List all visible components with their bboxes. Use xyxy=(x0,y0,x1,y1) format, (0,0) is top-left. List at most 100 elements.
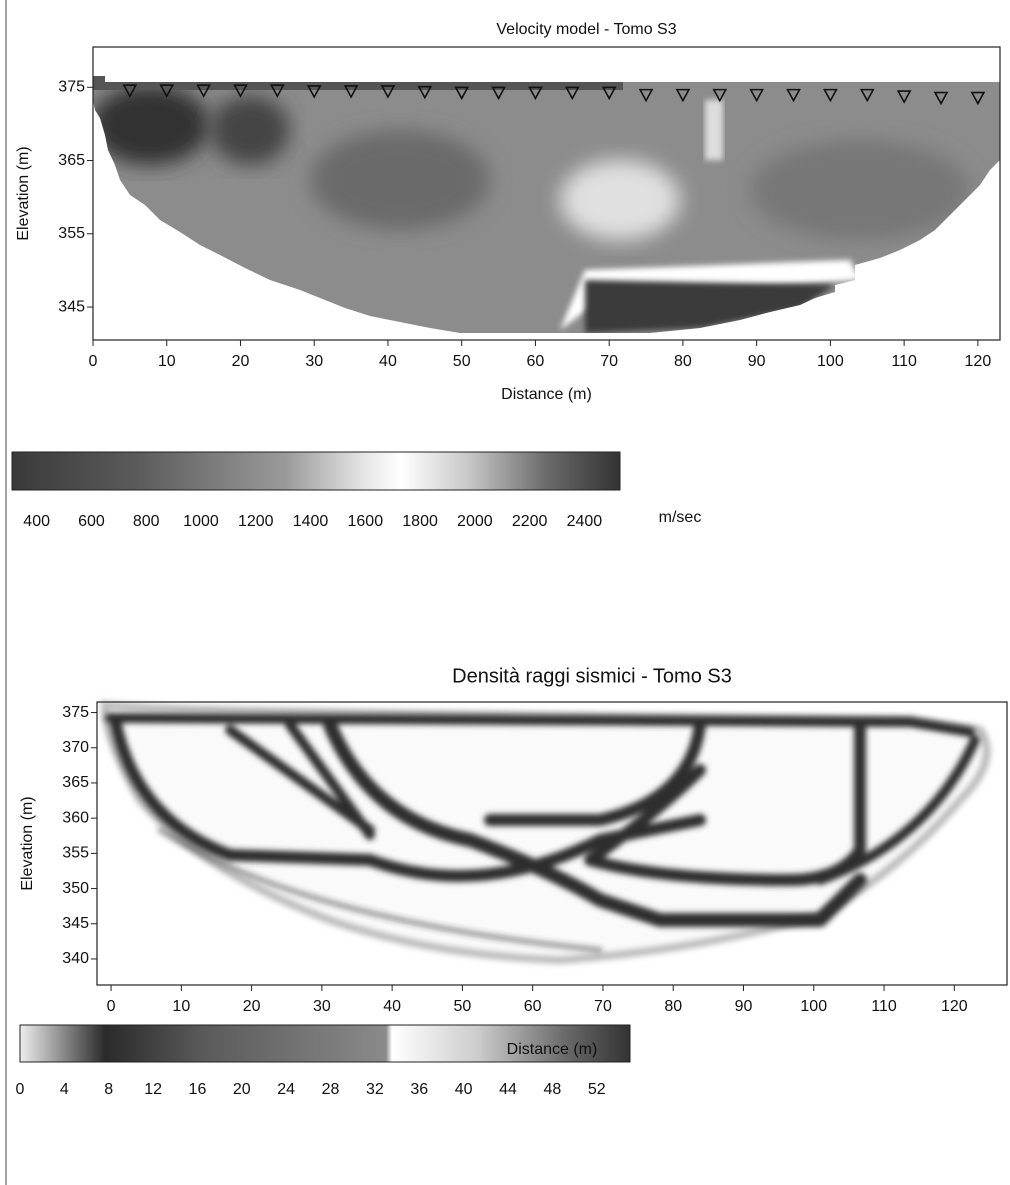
sensor xyxy=(491,86,506,101)
x-tick-label: 60 xyxy=(527,353,545,370)
x-tick-label: 90 xyxy=(735,998,753,1015)
sensor xyxy=(417,85,433,100)
colorbar-tick-label: 1200 xyxy=(238,513,274,530)
colorbar-tick-label: 24 xyxy=(277,1081,295,1098)
colorbar-tick-label: 44 xyxy=(499,1081,517,1098)
sensor xyxy=(159,84,175,98)
x-tick-label: 80 xyxy=(664,998,682,1015)
colorbar-tick-label: 1000 xyxy=(183,513,219,530)
x-tick-label: 50 xyxy=(454,998,472,1015)
y-tick-label: 350 xyxy=(62,880,89,897)
ray-density-field xyxy=(100,700,991,965)
y-tick-label: 345 xyxy=(58,298,85,315)
colorbar-tick-label: 0 xyxy=(16,1081,25,1098)
colorbar-tick-label: 52 xyxy=(588,1081,606,1098)
y-tick-label: 365 xyxy=(62,774,89,791)
sensor xyxy=(380,85,396,99)
velocity-field xyxy=(93,76,1000,333)
x-tick-label: 30 xyxy=(305,353,323,370)
colorbar-tick-label: 8 xyxy=(104,1081,113,1098)
x-tick-label: 70 xyxy=(594,998,612,1015)
x-tick-label: 50 xyxy=(453,353,471,370)
y-axis-label: Elevation (m) xyxy=(15,146,32,240)
x-tick-label: 100 xyxy=(817,353,844,370)
colorbar-tick-label: 1600 xyxy=(348,513,384,530)
x-tick-label: 40 xyxy=(383,998,401,1015)
x-tick-label: 120 xyxy=(965,353,992,370)
x-tick-label: 30 xyxy=(313,998,331,1015)
colorbar-tick-label: 1800 xyxy=(402,513,438,530)
chart-title: Densità raggi sismici - Tomo S3 xyxy=(452,665,732,687)
y-tick-label: 340 xyxy=(62,950,89,967)
plot-frame xyxy=(92,46,1001,341)
x-tick-label: 110 xyxy=(871,998,897,1015)
x-tick-label: 10 xyxy=(158,353,176,370)
x-tick-label: 80 xyxy=(674,353,692,370)
x-tick-label: 110 xyxy=(891,353,917,370)
x-tick-label: 0 xyxy=(107,998,116,1015)
y-tick-label: 365 xyxy=(58,152,85,169)
x-tick-label: 60 xyxy=(524,998,542,1015)
sensor xyxy=(712,88,728,103)
sensor xyxy=(749,88,765,103)
colorbar-unit: m/sec xyxy=(659,509,702,526)
y-tick-label: 355 xyxy=(62,845,89,862)
x-tick-label: 100 xyxy=(800,998,827,1015)
x-tick-label: 70 xyxy=(600,353,618,370)
colorbar-tick-label: 20 xyxy=(233,1081,251,1098)
sensor xyxy=(896,90,912,104)
y-tick-label: 375 xyxy=(58,79,85,96)
colorbar-1 xyxy=(11,451,621,491)
sensor xyxy=(859,88,875,103)
sensor xyxy=(823,88,838,103)
y-tick-label: 360 xyxy=(62,809,89,826)
colorbar-tick-label: 36 xyxy=(410,1081,428,1098)
sensor xyxy=(933,91,949,106)
sensor xyxy=(122,84,138,98)
colorbar-tick-label: 4 xyxy=(60,1081,69,1098)
y-tick-label: 355 xyxy=(58,225,85,242)
sensor xyxy=(270,84,285,98)
sensor xyxy=(196,84,211,98)
colorbar-tick-label: 1400 xyxy=(293,513,329,530)
x-axis-label: Distance (m) xyxy=(501,386,592,403)
colorbar-tick-label: 2000 xyxy=(457,513,493,530)
colorbar-tick-label: 400 xyxy=(23,513,50,530)
x-tick-label: 40 xyxy=(379,353,397,370)
sensor xyxy=(601,86,617,101)
sensor xyxy=(638,88,654,103)
colorbar-tick-label: 40 xyxy=(455,1081,473,1098)
colorbar-tick-label: 32 xyxy=(366,1081,384,1098)
plot-frame xyxy=(96,701,1008,986)
sensor xyxy=(306,85,322,99)
colorbar-tick-label: 800 xyxy=(133,513,160,530)
x-tick-label: 90 xyxy=(748,353,766,370)
sensor xyxy=(528,86,543,101)
sensor xyxy=(564,86,580,101)
x-tick-label: 20 xyxy=(232,353,250,370)
x-tick-label: 10 xyxy=(172,998,190,1015)
y-tick-label: 370 xyxy=(62,739,89,756)
x-tick-label: 0 xyxy=(89,353,98,370)
colorbar-tick-label: 2400 xyxy=(567,513,603,530)
y-tick-label: 375 xyxy=(62,704,89,721)
sensor xyxy=(233,84,248,98)
sensor xyxy=(970,91,986,106)
y-axis-label: Elevation (m) xyxy=(19,796,36,890)
y-tick-label: 345 xyxy=(62,915,89,932)
x-tick-label: 120 xyxy=(941,998,968,1015)
colorbar-tick-label: 28 xyxy=(322,1081,340,1098)
x-tick-label: 20 xyxy=(243,998,261,1015)
chart-title: Velocity model - Tomo S3 xyxy=(496,21,676,38)
colorbar-2 xyxy=(19,1024,631,1063)
sensor xyxy=(343,85,359,99)
colorbar-tick-label: 12 xyxy=(144,1081,162,1098)
sensor xyxy=(786,88,801,103)
sensor xyxy=(454,86,470,101)
sensor xyxy=(675,88,691,103)
colorbar-tick-label: 600 xyxy=(78,513,105,530)
x-axis-label: Distance (m) xyxy=(507,1041,598,1058)
colorbar-tick-label: 16 xyxy=(189,1081,207,1098)
colorbar-tick-label: 2200 xyxy=(512,513,548,530)
